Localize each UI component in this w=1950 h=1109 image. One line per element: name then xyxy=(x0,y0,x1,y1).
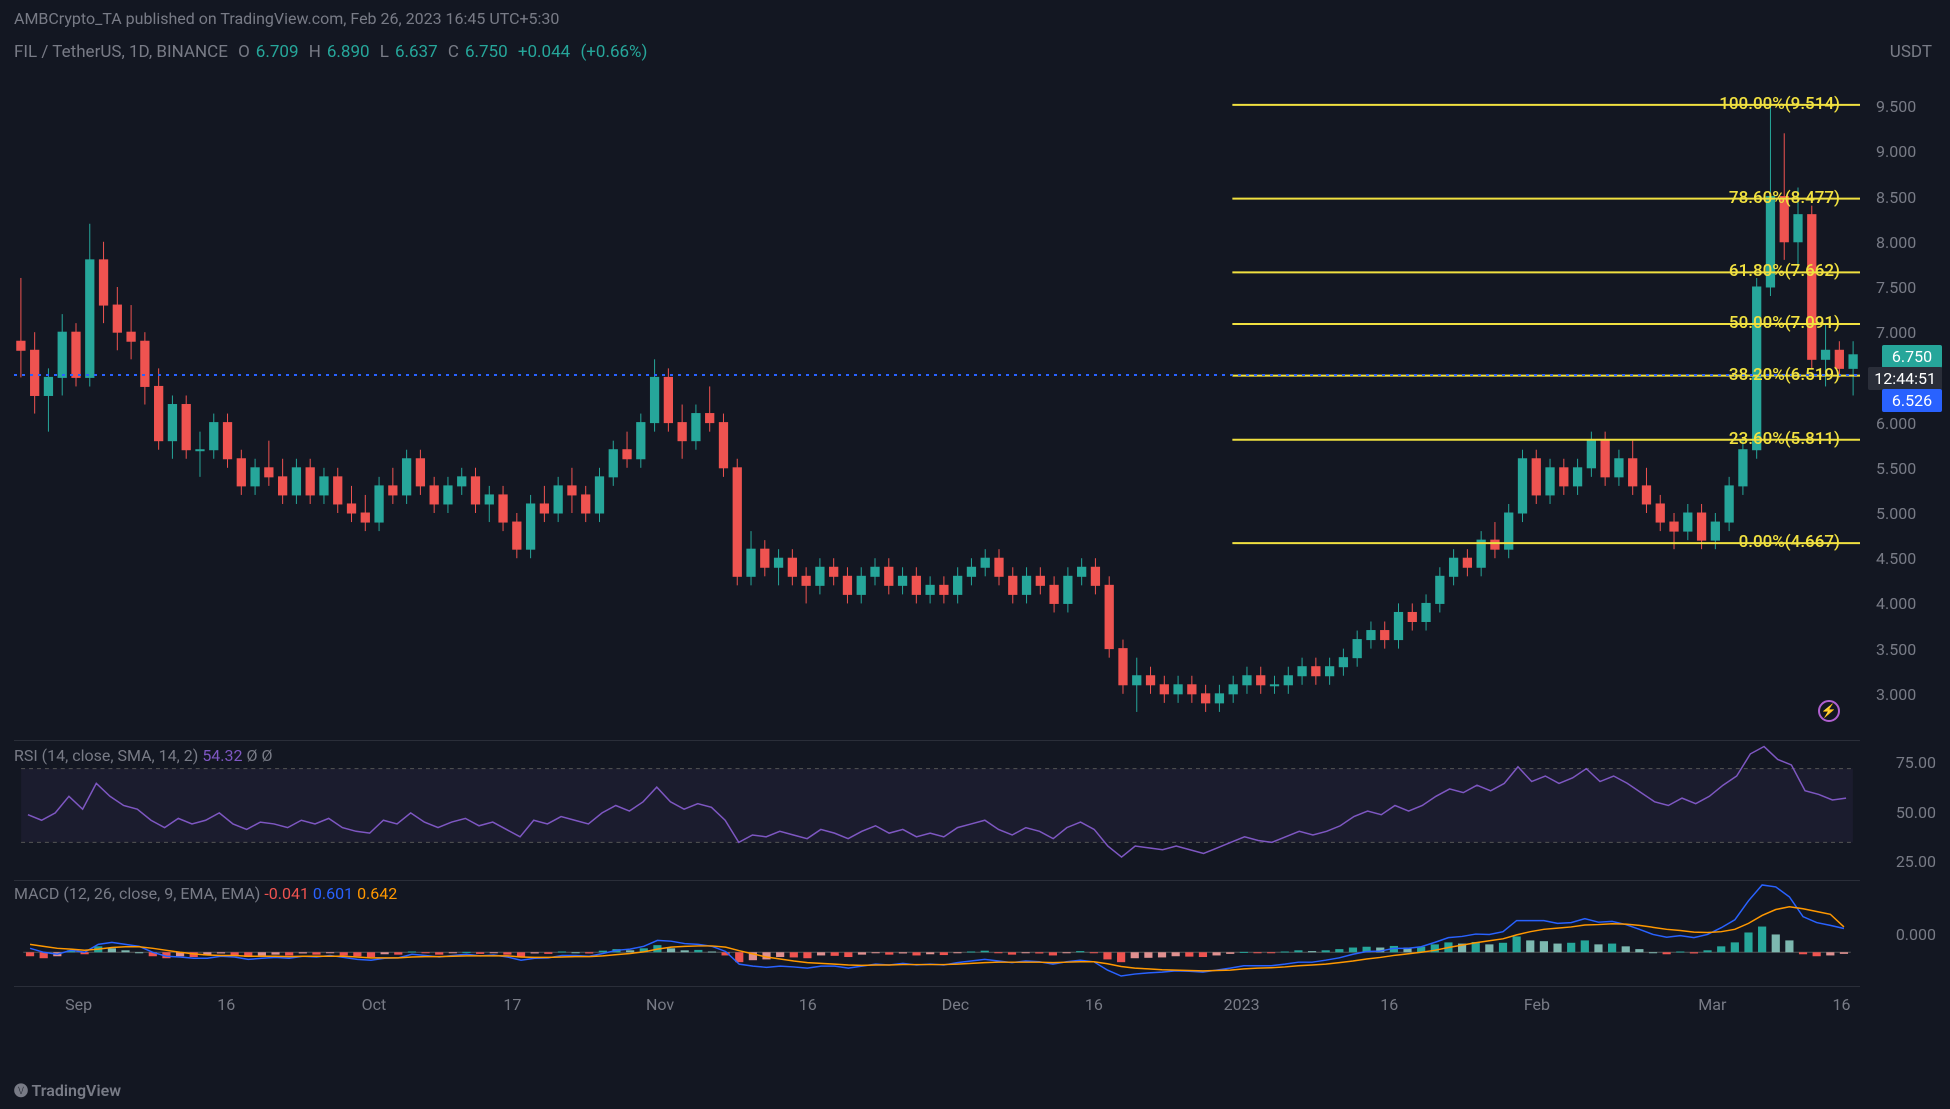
macd-zero-tick: 0.000 xyxy=(1896,925,1936,944)
rsi-axis-tick: 25.00 xyxy=(1896,852,1936,871)
macd-pane[interactable] xyxy=(14,880,1860,980)
time-axis-label: Dec xyxy=(942,995,969,1014)
time-axis[interactable]: Sep 16 Oct 17 Nov 16 Dec 16 2023 16 Feb Mar 16 xyxy=(14,986,1860,1016)
publisher-label: AMBCrypto_TA published on TradingView.co… xyxy=(14,9,559,28)
time-axis-label: Nov xyxy=(646,995,674,1014)
price-axis-tick: 5.000 xyxy=(1876,504,1936,523)
close-label: C xyxy=(448,42,459,62)
open-value: 6.709 xyxy=(256,42,299,62)
time-axis-label: 16 xyxy=(1085,995,1103,1014)
low-label: L xyxy=(380,42,389,62)
time-axis-label: 16 xyxy=(1833,995,1851,1014)
time-axis-label: 2023 xyxy=(1224,995,1260,1014)
open-label: O xyxy=(238,42,250,62)
price-axis-tick: 3.500 xyxy=(1876,640,1936,659)
time-axis-label: Mar xyxy=(1698,995,1726,1014)
rsi-pane[interactable] xyxy=(14,740,1860,870)
fib-level-label: 78.60%(8.477) xyxy=(1729,188,1840,208)
price-axis-tick: 9.500 xyxy=(1876,97,1936,116)
fib-level-label: 38.20%(6.519) xyxy=(1729,365,1840,385)
go-to-realtime-icon[interactable]: ⚡ xyxy=(1818,700,1840,722)
price-axis-tick: 7.000 xyxy=(1876,323,1936,342)
price-pane[interactable] xyxy=(14,70,1860,730)
symbol: FIL / TetherUS, 1D, BINANCE xyxy=(14,42,228,62)
fib-level-label: 23.60%(5.811) xyxy=(1729,429,1840,449)
price-axis-tick: 4.000 xyxy=(1876,594,1936,613)
change-value: +0.044 xyxy=(518,42,570,62)
rsi-svg xyxy=(14,741,1860,870)
time-axis-label: Sep xyxy=(65,995,92,1014)
high-label: H xyxy=(309,42,321,62)
price-axis-tick: 4.500 xyxy=(1876,549,1936,568)
time-axis-label: 16 xyxy=(217,995,235,1014)
price-chart-svg xyxy=(14,70,1860,730)
tradingview-logo[interactable]: TradingView xyxy=(14,1081,121,1101)
macd-svg xyxy=(14,881,1860,980)
time-axis-label: Oct xyxy=(362,995,387,1014)
price-axis-tick: 6.000 xyxy=(1876,414,1936,433)
time-axis-label: Feb xyxy=(1524,995,1550,1014)
countdown-tag: 12:44:51 xyxy=(1868,367,1942,390)
time-axis-label: 16 xyxy=(799,995,817,1014)
price-axis-tick: 7.500 xyxy=(1876,278,1936,297)
change-pct: (+0.66%) xyxy=(580,42,647,62)
level-tag: 6.526 xyxy=(1882,389,1942,412)
price-axis-tick: 8.500 xyxy=(1876,188,1936,207)
symbol-header[interactable]: FIL / TetherUS, 1D, BINANCE O 6.709 H 6.89… xyxy=(14,42,653,62)
price-axis-tick: 5.500 xyxy=(1876,459,1936,478)
chart-root: AMBCrypto_TA published on TradingView.co… xyxy=(0,0,1950,1109)
time-axis-label: 17 xyxy=(503,995,521,1014)
time-axis-label: 16 xyxy=(1380,995,1398,1014)
price-axis-tick: 8.000 xyxy=(1876,233,1936,252)
last-price-tag: 6.750 xyxy=(1882,345,1942,368)
fib-level-label: 0.00%(4.667) xyxy=(1739,532,1840,552)
rsi-axis-tick: 75.00 xyxy=(1896,753,1936,772)
fib-level-label: 100.00%(9.514) xyxy=(1719,94,1840,114)
rsi-axis-tick: 50.00 xyxy=(1896,803,1936,822)
price-axis-tick: 3.000 xyxy=(1876,685,1936,704)
high-value: 6.890 xyxy=(327,42,370,62)
price-axis-tick: 9.000 xyxy=(1876,142,1936,161)
quote-currency-label: USDT xyxy=(1890,42,1932,62)
fib-level-label: 50.00%(7.091) xyxy=(1729,313,1840,333)
close-value: 6.750 xyxy=(465,42,508,62)
low-value: 6.637 xyxy=(395,42,438,62)
fib-level-label: 61.80%(7.662) xyxy=(1729,261,1840,281)
